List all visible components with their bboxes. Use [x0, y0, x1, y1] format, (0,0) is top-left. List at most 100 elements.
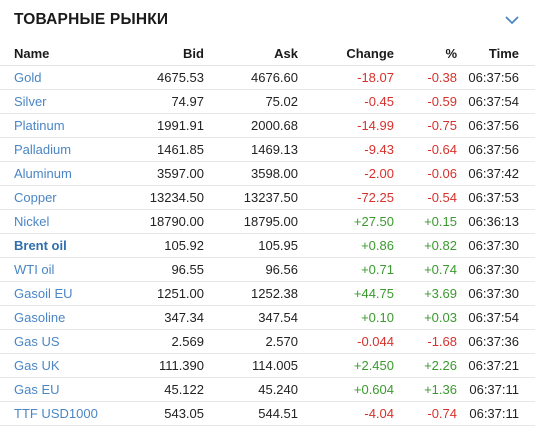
- ask-value: 544.51: [204, 401, 298, 426]
- time-value: 06:37:56: [457, 113, 535, 138]
- bid-value: 4675.53: [130, 65, 204, 90]
- time-value: 06:37:42: [457, 161, 535, 186]
- ask-value: 2000.68: [204, 113, 298, 138]
- instrument-name-link[interactable]: Palladium: [0, 137, 130, 162]
- time-value: 06:37:56: [457, 65, 535, 90]
- bid-value: 18790.00: [130, 209, 204, 234]
- commodity-table: Name Bid Ask Change % Time Gold 4675.53 46…: [0, 41, 535, 426]
- instrument-name-link[interactable]: Silver: [0, 89, 130, 114]
- column-header-bid: Bid: [130, 41, 204, 66]
- ask-value: 18795.00: [204, 209, 298, 234]
- instrument-name-link[interactable]: Copper: [0, 185, 130, 210]
- bid-value: 96.55: [130, 257, 204, 282]
- instrument-name-link[interactable]: WTI oil: [0, 257, 130, 282]
- table-row[interactable]: Gas EU 45.122 45.240 +0.604 +1.36 06:37:11: [0, 377, 535, 402]
- bid-value: 347.34: [130, 305, 204, 330]
- table-row[interactable]: Gas UK 111.390 114.005 +2.450 +2.26 06:37:21: [0, 353, 535, 378]
- percent-change-value: +0.15: [394, 209, 457, 234]
- column-header-name: Name: [0, 41, 130, 66]
- instrument-name-link[interactable]: Gasoline: [0, 305, 130, 330]
- change-value: -0.044: [298, 329, 394, 354]
- instrument-name-link[interactable]: Gas UK: [0, 353, 130, 378]
- time-value: 06:37:54: [457, 89, 535, 114]
- time-value: 06:37:53: [457, 185, 535, 210]
- percent-change-value: -0.06: [394, 161, 457, 186]
- time-value: 06:37:30: [457, 257, 535, 282]
- percent-change-value: +3.69: [394, 281, 457, 306]
- time-value: 06:36:13: [457, 209, 535, 234]
- table-row[interactable]: Silver 74.97 75.02 -0.45 -0.59 06:37:54: [0, 89, 535, 114]
- instrument-name-link[interactable]: Platinum: [0, 113, 130, 138]
- instrument-name-link[interactable]: Gasoil EU: [0, 281, 130, 306]
- table-row[interactable]: Gasoline 347.34 347.54 +0.10 +0.03 06:37:54: [0, 305, 535, 330]
- table-header-row: Name Bid Ask Change % Time: [0, 41, 535, 66]
- table-row[interactable]: Brent oil 105.92 105.95 +0.86 +0.82 06:37:30: [0, 233, 535, 258]
- time-value: 06:37:11: [457, 377, 535, 402]
- column-header-time: Time: [457, 41, 535, 66]
- ask-value: 1469.13: [204, 137, 298, 162]
- time-value: 06:37:54: [457, 305, 535, 330]
- ask-value: 4676.60: [204, 65, 298, 90]
- change-value: +0.86: [298, 233, 394, 258]
- instrument-name-link[interactable]: TTF USD1000: [0, 401, 130, 426]
- instrument-name-link[interactable]: Nickel: [0, 209, 130, 234]
- bid-value: 74.97: [130, 89, 204, 114]
- chevron-down-icon[interactable]: [503, 11, 521, 29]
- table-row[interactable]: Gasoil EU 1251.00 1252.38 +44.75 +3.69 06:37:…: [0, 281, 535, 306]
- table-row[interactable]: TTF USD1000 543.05 544.51 -4.04 -0.74 06:37:1…: [0, 401, 535, 426]
- table-row[interactable]: Palladium 1461.85 1469.13 -9.43 -0.64 06:37:5…: [0, 137, 535, 162]
- bid-value: 105.92: [130, 233, 204, 258]
- bid-value: 1461.85: [130, 137, 204, 162]
- widget-title: ТОВАРНЫЕ РЫНКИ: [14, 11, 169, 28]
- change-value: -4.04: [298, 401, 394, 426]
- table-row[interactable]: WTI oil 96.55 96.56 +0.71 +0.74 06:37:30: [0, 257, 535, 282]
- ask-value: 2.570: [204, 329, 298, 354]
- instrument-name-link[interactable]: Brent oil: [0, 233, 130, 258]
- column-header-change: Change: [298, 41, 394, 66]
- time-value: 06:37:36: [457, 329, 535, 354]
- table-row[interactable]: Gold 4675.53 4676.60 -18.07 -0.38 06:37:56: [0, 65, 535, 90]
- instrument-name-link[interactable]: Gas EU: [0, 377, 130, 402]
- ask-value: 75.02: [204, 89, 298, 114]
- table-row[interactable]: Platinum 1991.91 2000.68 -14.99 -0.75 06:37:5…: [0, 113, 535, 138]
- bid-value: 13234.50: [130, 185, 204, 210]
- table-row[interactable]: Copper 13234.50 13237.50 -72.25 -0.54 06:37:5…: [0, 185, 535, 210]
- change-value: +27.50: [298, 209, 394, 234]
- bid-value: 1991.91: [130, 113, 204, 138]
- ask-value: 105.95: [204, 233, 298, 258]
- widget-header: ТОВАРНЫЕ РЫНКИ: [0, 0, 535, 40]
- change-value: -18.07: [298, 65, 394, 90]
- table-row[interactable]: Aluminum 3597.00 3598.00 -2.00 -0.06 06:37:42: [0, 161, 535, 186]
- time-value: 06:37:30: [457, 281, 535, 306]
- bid-value: 45.122: [130, 377, 204, 402]
- change-value: -0.45: [298, 89, 394, 114]
- percent-change-value: -0.75: [394, 113, 457, 138]
- table-row[interactable]: Nickel 18790.00 18795.00 +27.50 +0.15 06:36:1…: [0, 209, 535, 234]
- percent-change-value: -0.59: [394, 89, 457, 114]
- ask-value: 13237.50: [204, 185, 298, 210]
- bid-value: 3597.00: [130, 161, 204, 186]
- instrument-name-link[interactable]: Aluminum: [0, 161, 130, 186]
- instrument-name-link[interactable]: Gas US: [0, 329, 130, 354]
- time-value: 06:37:30: [457, 233, 535, 258]
- percent-change-value: +0.03: [394, 305, 457, 330]
- ask-value: 347.54: [204, 305, 298, 330]
- change-value: +2.450: [298, 353, 394, 378]
- change-value: +0.10: [298, 305, 394, 330]
- percent-change-value: -0.74: [394, 401, 457, 426]
- change-value: -72.25: [298, 185, 394, 210]
- ask-value: 3598.00: [204, 161, 298, 186]
- change-value: +0.71: [298, 257, 394, 282]
- ask-value: 114.005: [204, 353, 298, 378]
- ask-value: 96.56: [204, 257, 298, 282]
- ask-value: 45.240: [204, 377, 298, 402]
- instrument-name-link[interactable]: Gold: [0, 65, 130, 90]
- percent-change-value: -0.38: [394, 65, 457, 90]
- percent-change-value: -0.64: [394, 137, 457, 162]
- table-row[interactable]: Gas US 2.569 2.570 -0.044 -1.68 06:37:36: [0, 329, 535, 354]
- percent-change-value: +0.82: [394, 233, 457, 258]
- time-value: 06:37:11: [457, 401, 535, 426]
- bid-value: 543.05: [130, 401, 204, 426]
- change-value: +44.75: [298, 281, 394, 306]
